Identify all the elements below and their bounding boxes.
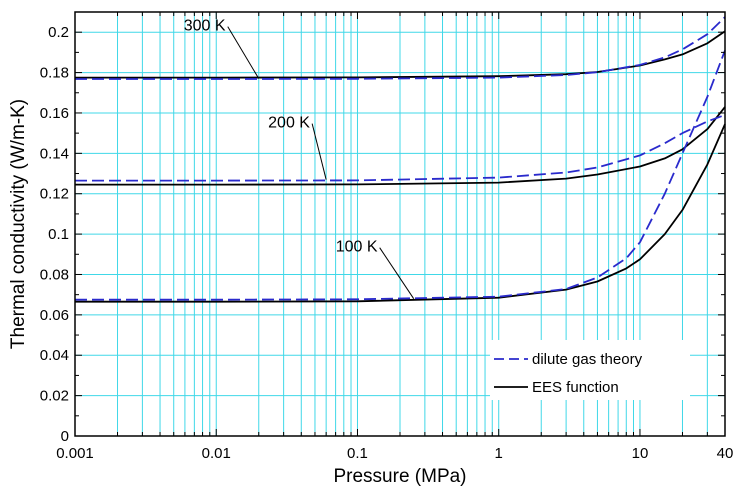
series-200k-ees [75, 106, 726, 186]
annotation-leader [311, 123, 327, 180]
series-300k-ees [75, 30, 726, 79]
x-axis-title: Pressure (MPa) [333, 466, 466, 487]
series-100k-dilute-gas [75, 50, 726, 301]
y-tick-label: 0.02 [40, 388, 69, 405]
y-tick-label: 0.04 [40, 347, 69, 364]
y-tick-label: 0.08 [40, 266, 69, 283]
y-axis-title: Thermal conductivity (W/m-K) [8, 99, 29, 349]
y-tick-label: 0.12 [40, 186, 69, 203]
x-tick-labels: 0.001 0.01 0.1 1 10 40 [56, 445, 733, 462]
annotation-leader [379, 247, 415, 299]
y-tick-label: 0.14 [40, 145, 69, 162]
legend-label: EES function [532, 379, 619, 396]
x-tick-label: 0.001 [56, 445, 94, 462]
y-tick-label: 0.16 [40, 105, 69, 122]
annotation-leader [227, 26, 260, 79]
x-tick-label: 10 [632, 445, 649, 462]
x-tick-label: 0.1 [347, 445, 368, 462]
x-tick-label: 40 [717, 445, 734, 462]
legend-label: dilute gas theory [532, 351, 643, 368]
annotation-label: 300 K [184, 18, 226, 35]
axis-ticks [74, 12, 726, 437]
annotations: 300 K 200 K 100 K [184, 18, 378, 256]
y-tick-label: 0.06 [40, 307, 69, 324]
y-tick-label: 0.1 [48, 226, 69, 243]
series-100k-ees [75, 123, 726, 303]
legend-box [490, 340, 690, 400]
legend: dilute gas theory EES function [490, 340, 690, 400]
series-300k-dilute-gas [75, 16, 726, 80]
y-tick-label: 0.18 [40, 65, 69, 82]
y-tick-label: 0.2 [48, 24, 69, 41]
annotation-label: 100 K [336, 239, 378, 256]
y-tick-label: 0 [61, 428, 69, 445]
annotation-label: 200 K [268, 115, 310, 132]
y-tick-labels: 0 0.02 0.04 0.06 0.08 0.1 0.12 0.14 0.16 0.18 0.2 [40, 24, 69, 445]
series-lines [75, 16, 726, 303]
annotation-leaders [227, 26, 415, 299]
x-tick-label: 1 [495, 445, 503, 462]
x-tick-label: 0.01 [202, 445, 231, 462]
